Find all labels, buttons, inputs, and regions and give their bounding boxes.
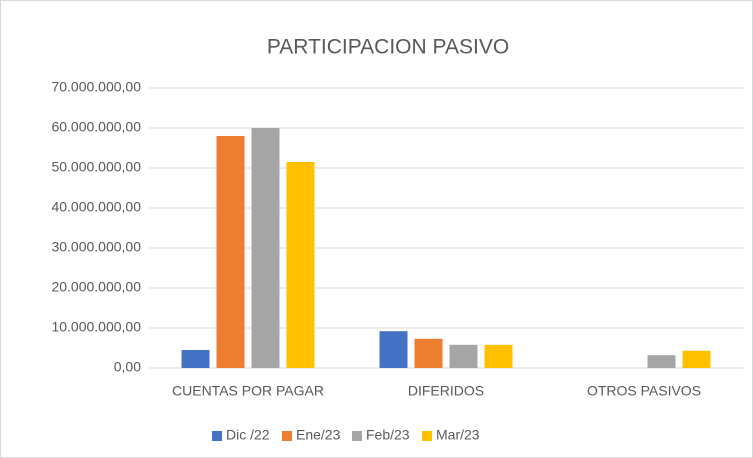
y-tick-label: 40.000.000,00 (51, 199, 141, 215)
bar (181, 350, 210, 368)
y-tick-label: 20.000.000,00 (51, 279, 141, 295)
bar (414, 338, 443, 368)
legend-label: Dic /22 (226, 427, 270, 443)
y-tick-label: 50.000.000,00 (51, 159, 141, 175)
bar (216, 136, 245, 368)
legend-label: Feb/23 (366, 427, 410, 443)
bar (251, 128, 280, 368)
legend-swatch (282, 431, 292, 441)
bar (286, 162, 315, 368)
x-tick-label: OTROS PASIVOS (587, 383, 701, 399)
y-tick-label: 10.000.000,00 (51, 319, 141, 335)
x-tick-label: CUENTAS POR PAGAR (172, 383, 324, 399)
bar (379, 331, 408, 368)
legend-swatch (422, 431, 432, 441)
y-tick-label: 70.000.000,00 (51, 79, 141, 95)
bar (682, 350, 711, 368)
y-tick-label: 60.000.000,00 (51, 119, 141, 135)
legend-swatch (212, 431, 222, 441)
y-tick-label: 0,00 (114, 359, 141, 375)
legend-label: Mar/23 (436, 427, 480, 443)
bar (647, 355, 676, 368)
chart-title: PARTICIPACION PASIVO (267, 36, 509, 59)
bar (484, 344, 513, 368)
x-tick-label: DIFERIDOS (408, 383, 484, 399)
legend-swatch (352, 431, 362, 441)
legend-label: Ene/23 (296, 427, 341, 443)
bar (449, 344, 478, 368)
y-tick-label: 30.000.000,00 (51, 239, 141, 255)
